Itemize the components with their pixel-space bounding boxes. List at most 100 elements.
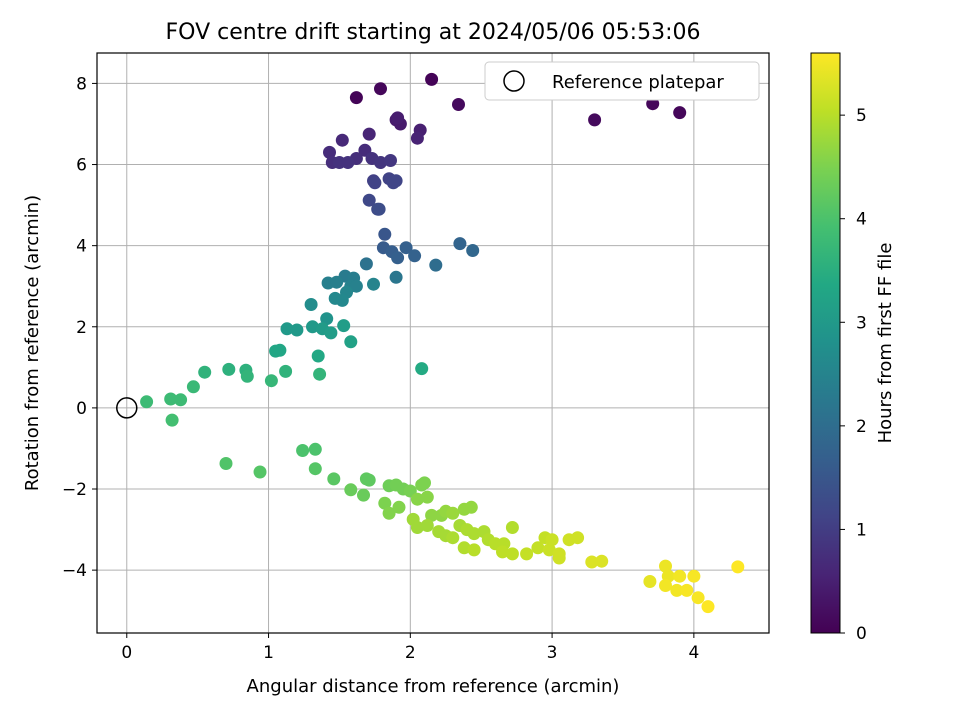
data-point (384, 154, 397, 167)
colorbar-tick-label: 1 (856, 520, 867, 540)
data-point (392, 500, 406, 514)
data-point (545, 533, 559, 547)
data-point (399, 241, 413, 255)
data-point (362, 127, 376, 141)
data-point (378, 496, 392, 510)
data-point (552, 551, 566, 565)
data-point (659, 559, 672, 573)
colorbar-tick-label: 4 (856, 210, 867, 230)
data-point (701, 600, 715, 614)
data-point (357, 488, 370, 502)
data-point (308, 442, 322, 456)
data-point (362, 473, 376, 487)
data-point (408, 249, 422, 263)
data-point (467, 527, 481, 541)
x-axis-ticks: 0 1 2 3 4 (121, 633, 699, 663)
legend-box (484, 61, 760, 101)
colorbar-ticks: 0 1 2 3 4 5 (840, 106, 867, 644)
data-point (198, 365, 212, 379)
data-point (467, 543, 481, 557)
data-point (320, 312, 334, 326)
data-point (313, 367, 327, 381)
data-point (446, 506, 460, 520)
data-point (186, 380, 200, 394)
data-points (140, 72, 745, 614)
data-point (464, 500, 478, 514)
x-tick-label: 1 (263, 643, 274, 663)
data-point (420, 490, 434, 504)
data-point (382, 506, 396, 520)
y-axis-ticks: −4 −2 0 2 4 6 8 (62, 74, 97, 581)
data-point (425, 72, 439, 86)
data-point (324, 326, 338, 340)
data-point (330, 275, 344, 289)
colorbar-gradient (810, 52, 841, 634)
data-point (378, 227, 392, 241)
data-point (359, 257, 373, 271)
data-point (280, 322, 294, 336)
data-point (374, 82, 387, 96)
data-point (389, 174, 403, 188)
plot-frame (96, 52, 770, 634)
data-point (585, 555, 599, 569)
data-point (731, 560, 745, 574)
data-point (410, 131, 424, 145)
data-point (335, 133, 349, 147)
data-point (391, 111, 405, 125)
data-point (311, 349, 325, 363)
data-point (505, 547, 519, 561)
data-point (349, 91, 363, 105)
data-point (323, 145, 336, 159)
data-point (344, 483, 358, 497)
data-point (391, 251, 405, 265)
data-point (687, 569, 701, 583)
data-point (691, 591, 705, 605)
y-tick-label: −2 (62, 480, 87, 500)
data-point (240, 369, 254, 383)
colorbar: 0 1 2 3 4 5 Hours from first FF file (810, 52, 896, 644)
data-point (429, 258, 443, 272)
data-point (466, 244, 480, 257)
data-point (372, 202, 386, 216)
x-tick-label: 4 (688, 643, 699, 663)
y-tick-label: 2 (76, 318, 87, 338)
data-point (368, 176, 382, 190)
data-point (349, 279, 363, 293)
data-point (496, 545, 509, 559)
x-tick-label: 2 (405, 643, 416, 663)
data-point (673, 106, 687, 120)
data-point (680, 583, 694, 597)
data-point (304, 298, 318, 311)
reference-marker (116, 397, 138, 419)
data-point (264, 374, 278, 388)
data-point (542, 543, 556, 557)
data-point (335, 293, 349, 307)
legend: Reference platepar (484, 61, 760, 101)
colorbar-tick-label: 5 (856, 106, 867, 126)
colorbar-tick-label: 0 (856, 624, 867, 644)
data-point (420, 519, 434, 532)
data-point (174, 393, 188, 407)
data-point (165, 413, 179, 427)
data-point (452, 98, 465, 111)
data-point (367, 277, 380, 291)
data-point (296, 444, 310, 457)
x-tick-label: 3 (547, 643, 558, 663)
data-point (670, 583, 684, 597)
x-axis-label: Angular distance from reference (arcmin) (247, 676, 620, 697)
y-tick-label: 8 (76, 74, 87, 94)
data-point (279, 364, 293, 378)
data-point (140, 395, 154, 409)
data-point (222, 362, 236, 376)
data-point (453, 237, 467, 251)
chart-title: FOV centre drift starting at 2024/05/06 … (166, 20, 701, 45)
data-point (341, 156, 355, 169)
data-point (505, 521, 519, 534)
y-tick-label: 0 (76, 399, 87, 419)
data-point (389, 270, 403, 284)
grid-lines (97, 53, 769, 633)
data-point (308, 462, 322, 476)
data-point (290, 323, 304, 337)
data-point (588, 113, 602, 127)
colorbar-label: Hours from first FF file (875, 243, 896, 444)
